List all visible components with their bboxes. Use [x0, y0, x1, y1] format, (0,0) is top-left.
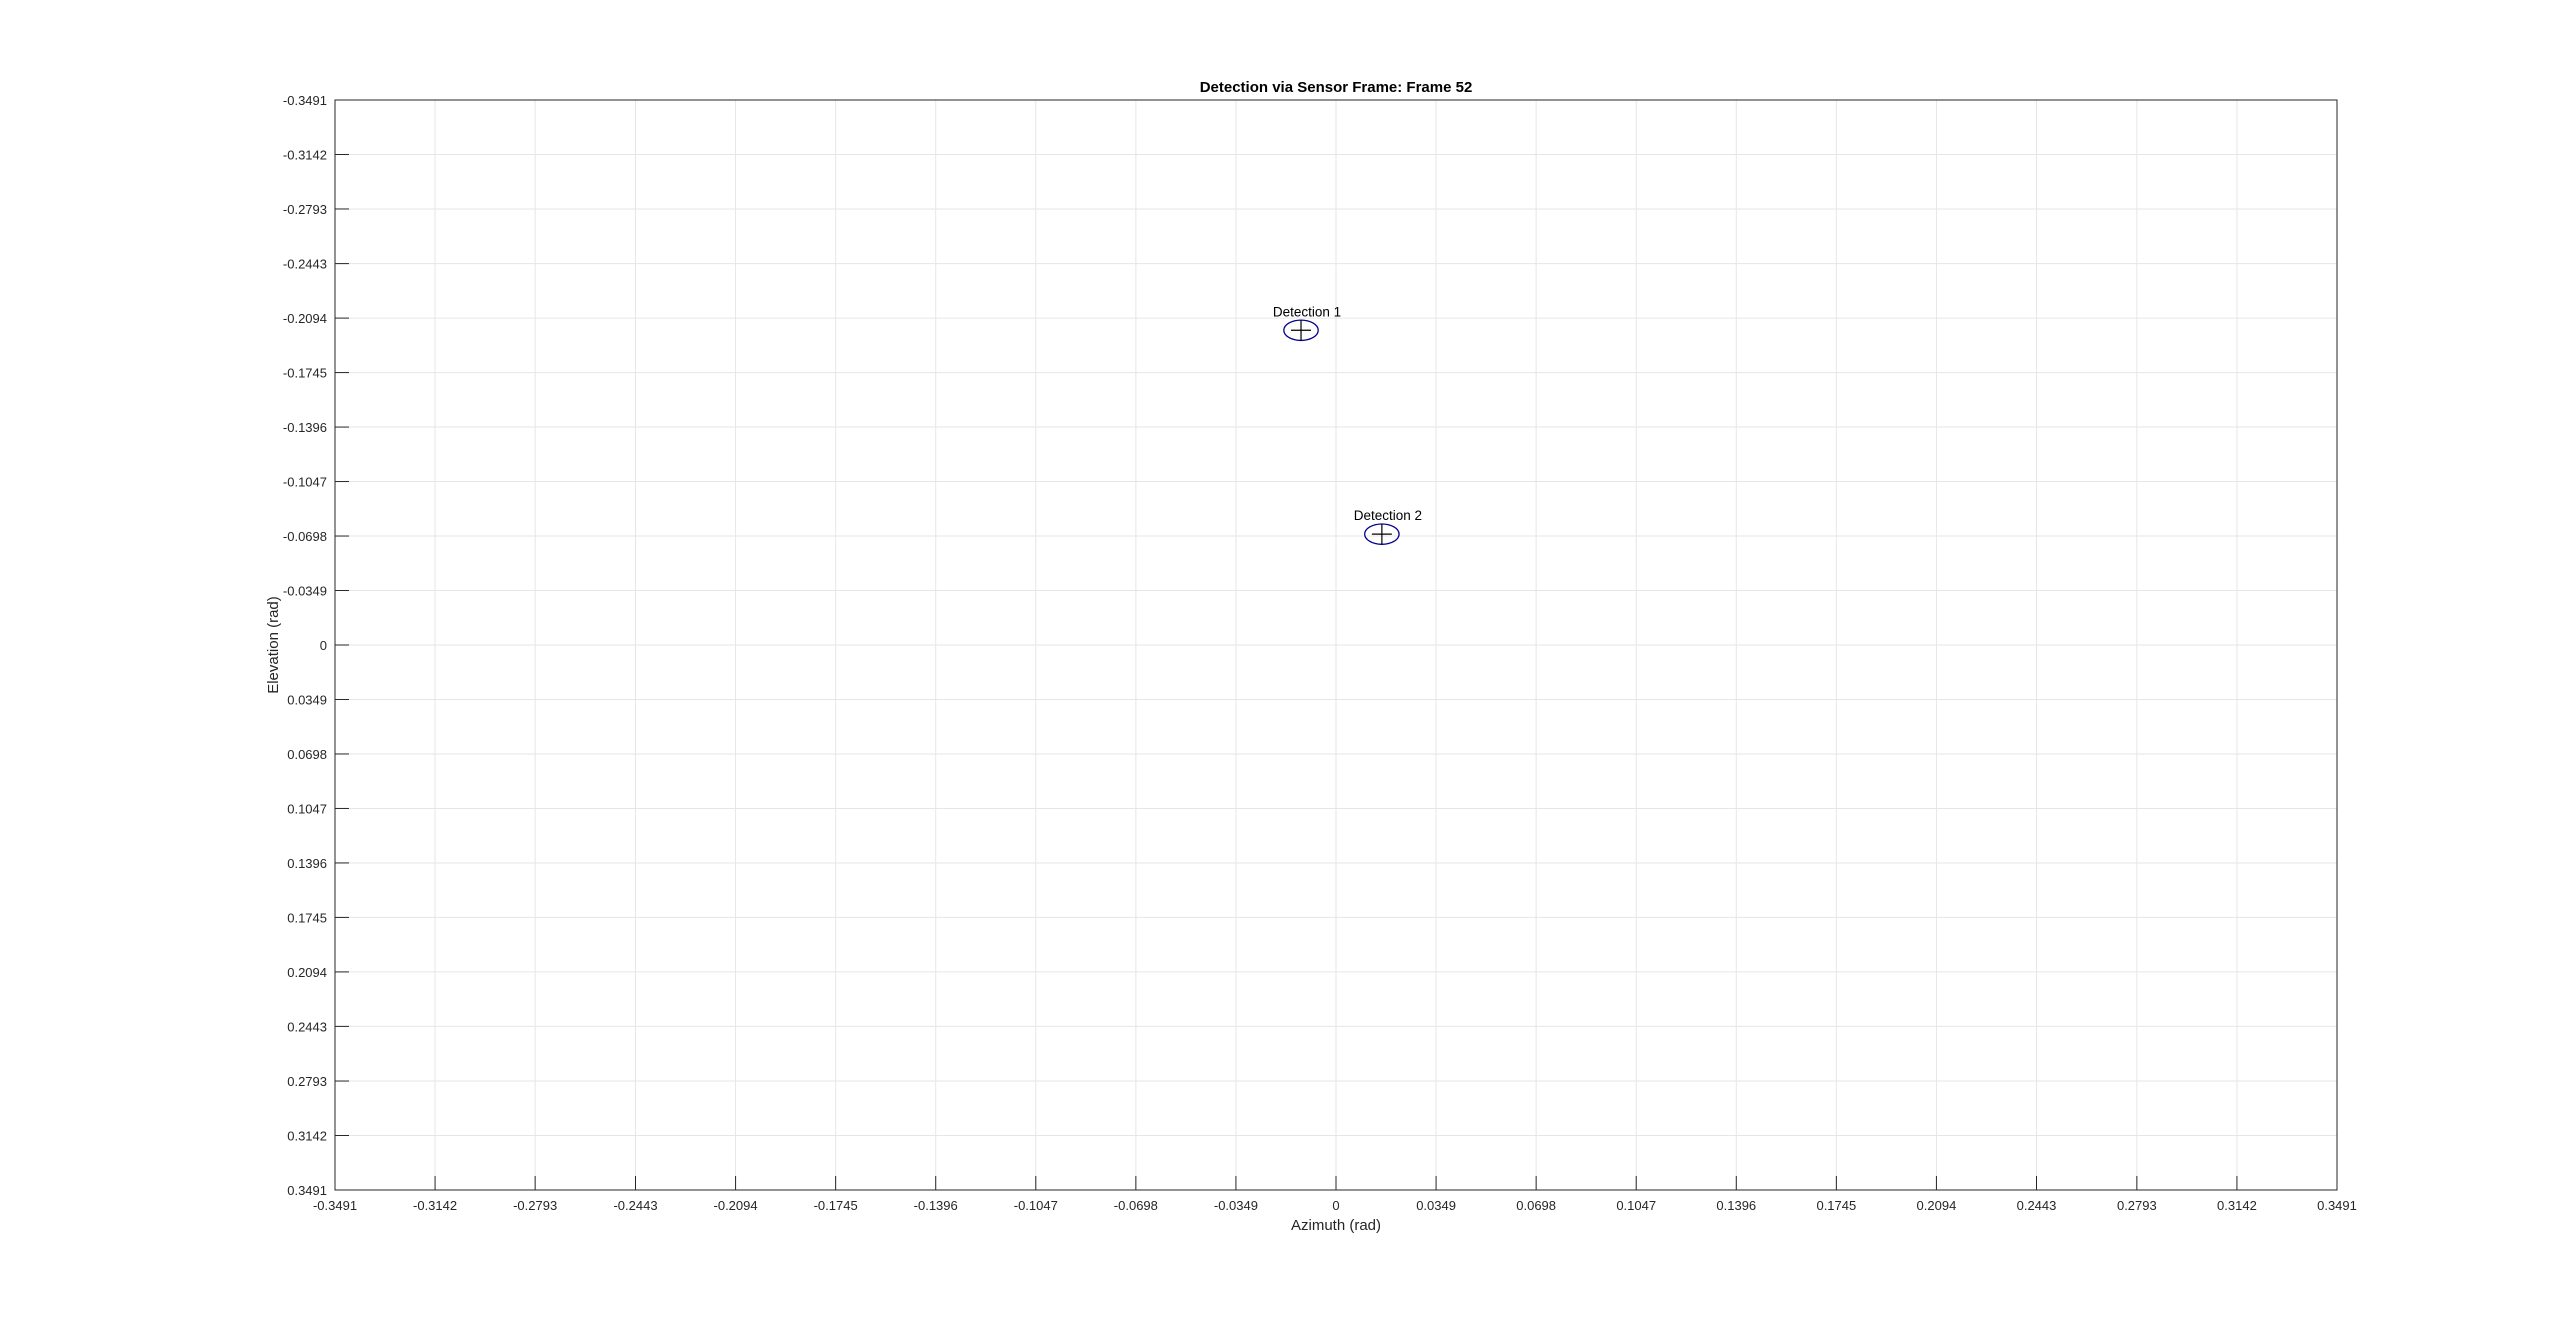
- data-points: Detection 1 Detection 2: [1273, 304, 1422, 545]
- y-tick-label: -0.1396: [283, 420, 327, 435]
- x-tick-labels: -0.3491 -0.3142 -0.2793 -0.2443 -0.2094 -0.17…: [313, 1198, 2357, 1213]
- detection-1: Detection 1: [1273, 304, 1341, 342]
- detection-label: Detection 1: [1273, 304, 1341, 319]
- x-tick-label: 0.2094: [1917, 1198, 1957, 1213]
- y-tick-label: 0.2094: [287, 965, 327, 980]
- y-tick-label: 0.1396: [287, 856, 327, 871]
- y-tick-labels: -0.3491 -0.3142 -0.2793 -0.2443 -0.2094 -0.17…: [283, 93, 327, 1198]
- y-tick-label: -0.0698: [283, 529, 327, 544]
- y-tick-label: -0.2094: [283, 311, 327, 326]
- y-tick-label: -0.1745: [283, 366, 327, 381]
- x-tick-label: -0.0698: [1114, 1198, 1158, 1213]
- x-tick-label: 0: [1332, 1198, 1339, 1213]
- y-tick-label: 0.0349: [287, 692, 327, 707]
- y-tick-label: 0.3142: [287, 1129, 327, 1144]
- x-tick-label: 0.1047: [1616, 1198, 1656, 1213]
- covariance-ellipse: [1364, 523, 1400, 545]
- x-tick-label: -0.2793: [513, 1198, 557, 1213]
- x-tick-label: -0.2443: [613, 1198, 657, 1213]
- x-tick-label: 0.3491: [2317, 1198, 2357, 1213]
- y-tick-label: 0.1745: [287, 910, 327, 925]
- grid: [334, 99, 2338, 1191]
- ticks: [334, 99, 2338, 1191]
- x-tick-label: -0.3491: [313, 1198, 357, 1213]
- x-tick-label: -0.1047: [1014, 1198, 1058, 1213]
- y-tick-label: -0.2443: [283, 257, 327, 272]
- x-tick-label: 0.1745: [1816, 1198, 1856, 1213]
- covariance-ellipse: [1283, 319, 1319, 342]
- x-tick-label: 0.0698: [1516, 1198, 1556, 1213]
- x-tick-label: 0.2793: [2117, 1198, 2157, 1213]
- y-tick-label: -0.2793: [283, 202, 327, 217]
- y-tick-label: -0.0349: [283, 584, 327, 599]
- y-tick-label: -0.3142: [283, 147, 327, 162]
- x-tick-label: -0.3142: [413, 1198, 457, 1213]
- y-tick-label: 0.1047: [287, 801, 327, 816]
- x-tick-label: -0.1745: [814, 1198, 858, 1213]
- x-tick-label: 0.1396: [1716, 1198, 1756, 1213]
- y-tick-label: -0.3491: [283, 93, 327, 108]
- detection-label: Detection 2: [1354, 508, 1422, 523]
- x-tick-label: -0.2094: [714, 1198, 758, 1213]
- y-tick-label: 0.0698: [287, 747, 327, 762]
- y-tick-label: 0.3491: [287, 1183, 327, 1198]
- x-axis-title: Azimuth (rad): [1291, 1217, 1381, 1234]
- y-tick-label: 0.2443: [287, 1019, 327, 1034]
- y-tick-label: 0.2793: [287, 1074, 327, 1089]
- x-tick-label: 0.0349: [1416, 1198, 1456, 1213]
- x-tick-label: -0.1396: [914, 1198, 958, 1213]
- x-tick-label: 0.2443: [2017, 1198, 2057, 1213]
- y-tick-label: 0: [320, 638, 327, 653]
- detection-2: Detection 2: [1354, 508, 1422, 545]
- y-axis-title: Elevation (rad): [265, 596, 282, 694]
- chart-title: Detection via Sensor Frame: Frame 52: [1200, 79, 1473, 96]
- x-tick-label: -0.0349: [1214, 1198, 1258, 1213]
- x-tick-label: 0.3142: [2217, 1198, 2257, 1213]
- y-tick-label: -0.1047: [283, 475, 327, 490]
